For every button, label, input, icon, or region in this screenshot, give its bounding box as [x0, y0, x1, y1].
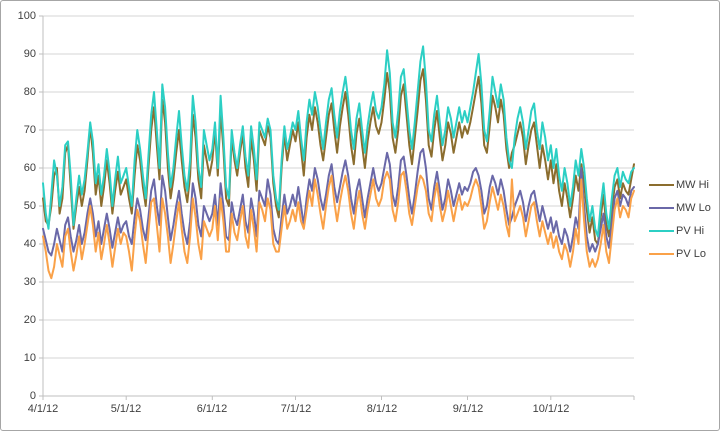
legend-item-pv-lo: PV Lo [649, 242, 711, 265]
x-axis-label: 10/1/12 [532, 403, 570, 415]
x-axis-label: 4/1/12 [27, 403, 59, 415]
series-line-pv-lo [42, 170, 635, 280]
y-axis-label: 20 [23, 314, 36, 326]
legend-swatch [649, 206, 674, 209]
legend-swatch [649, 229, 674, 232]
y-axis-label: 0 [29, 390, 36, 402]
series-line-mw-hi [42, 68, 635, 245]
y-axis-label: 40 [23, 238, 36, 250]
y-axis-label: 60 [23, 162, 36, 174]
y-axis-label: 30 [23, 276, 36, 288]
x-axis-label: 6/1/12 [196, 403, 228, 415]
y-axis-label: 90 [23, 48, 36, 60]
y-axis-label: 100 [17, 10, 36, 22]
legend-item-mw-lo: MW Lo [649, 196, 711, 219]
series-line-pv-hi [42, 45, 635, 238]
legend-label: MW Lo [676, 201, 711, 214]
y-axis-label: 10 [23, 352, 36, 364]
legend-swatch [649, 183, 674, 186]
legend: MW Hi MW Lo PV Hi PV Lo [649, 173, 711, 265]
legend-label: PV Hi [676, 224, 705, 237]
legend-swatch [649, 252, 674, 255]
x-axis-label: 5/1/12 [110, 403, 142, 415]
legend-item-mw-hi: MW Hi [649, 173, 711, 196]
x-axis-label: 9/1/12 [452, 403, 484, 415]
x-axis-label: 7/1/12 [280, 403, 312, 415]
series-line-mw-lo [42, 148, 635, 257]
legend-item-pv-hi: PV Hi [649, 219, 711, 242]
legend-label: PV Lo [676, 247, 706, 260]
x-axis-label: 8/1/12 [366, 403, 398, 415]
y-axis-label: 50 [23, 200, 36, 212]
y-axis-label: 70 [23, 124, 36, 136]
legend-label: MW Hi [676, 178, 709, 191]
y-axis-label: 80 [23, 86, 36, 98]
